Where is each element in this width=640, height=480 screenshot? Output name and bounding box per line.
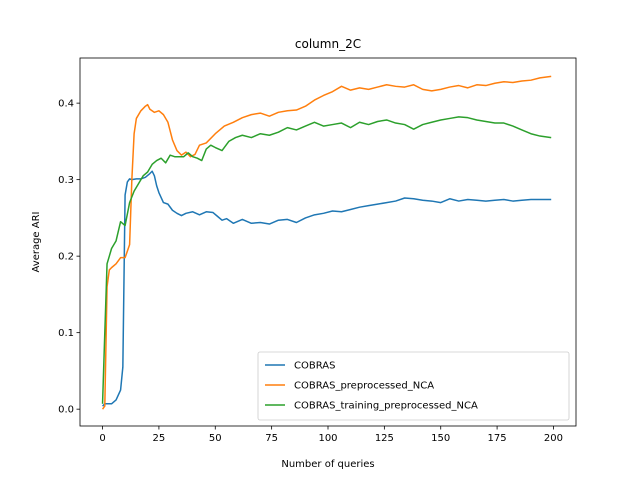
x-tick-label: 150 xyxy=(431,433,450,444)
series-line-3 xyxy=(101,116,552,404)
y-tick-label: 0.4 xyxy=(58,99,74,110)
legend-label-2: COBRAS_preprocessed_NCA xyxy=(294,381,434,392)
y-tick-label: 0.0 xyxy=(58,405,74,416)
x-tick-label: 125 xyxy=(375,433,394,444)
x-tick-label: 50 xyxy=(209,433,222,444)
x-tick-label: 200 xyxy=(544,433,563,444)
x-tick-label: 175 xyxy=(488,433,507,444)
legend: COBRAS COBRAS_preprocessed_NCA COBRAS_trai… xyxy=(257,351,570,421)
y-tick-label: 0.2 xyxy=(58,252,74,263)
y-axis: 0.0 0.1 0.2 0.3 0.4 xyxy=(58,99,80,416)
y-tick-label: 0.1 xyxy=(58,328,74,339)
x-tick-label: 100 xyxy=(318,433,337,444)
y-tick-label: 0.3 xyxy=(58,175,74,186)
chart-title: column_2C xyxy=(295,37,361,51)
x-tick-label: 75 xyxy=(265,433,278,444)
x-axis-label: Number of queries xyxy=(281,459,374,470)
legend-label-1: COBRAS xyxy=(294,361,335,372)
series-line-1 xyxy=(102,170,552,407)
series-line-2 xyxy=(101,75,552,410)
series-layer xyxy=(101,75,552,410)
y-axis-label: Average ARI xyxy=(31,212,42,273)
x-tick-label: 25 xyxy=(153,433,166,444)
x-axis: 0 25 50 75 100 125 150 175 200 xyxy=(99,426,563,444)
legend-label-3: COBRAS_training_preprocessed_NCA xyxy=(294,401,478,412)
x-tick-label: 0 xyxy=(99,433,105,444)
legend-box xyxy=(257,351,570,421)
